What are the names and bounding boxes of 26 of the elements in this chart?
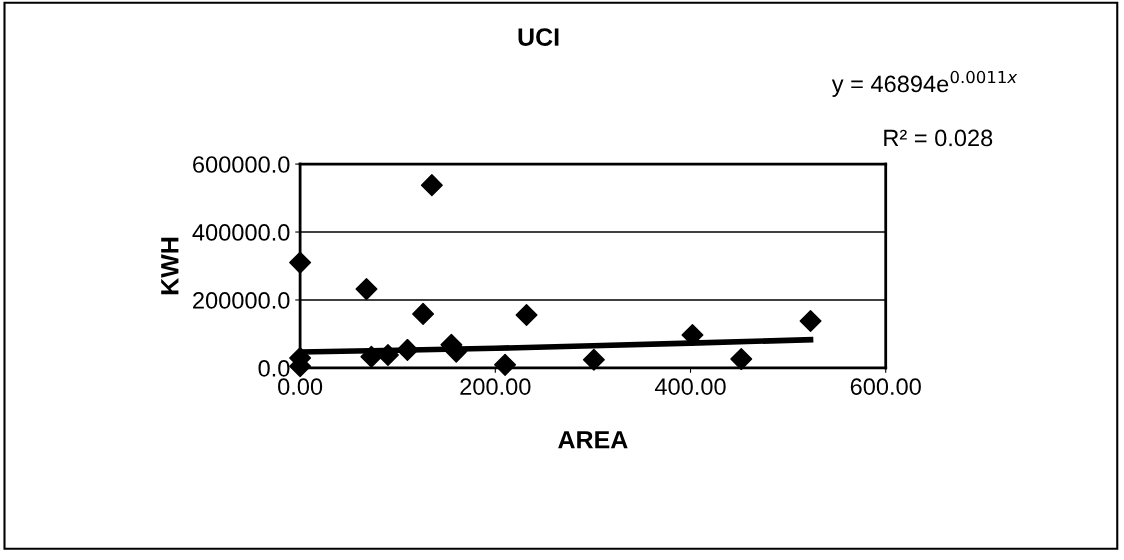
text: y = 46894e$^{0.0011x}$: [831, 70, 1018, 97]
y-tick-label: 200000.0: [193, 292, 290, 309]
x-tick-label: 400.00: [654, 378, 726, 395]
point: [412, 302, 435, 325]
y-tick-label: 600000.0: [193, 156, 290, 173]
point: [360, 345, 383, 368]
x-tick-label: 600.00: [850, 378, 921, 395]
x-tick-label: 200.00: [460, 378, 531, 395]
x-axis-title: AREA: [558, 431, 628, 449]
x-tick-label: 0.00: [278, 378, 323, 395]
y-tick-label: 0.0: [258, 359, 290, 377]
point: [396, 338, 419, 361]
chart-title: UCI: [518, 28, 559, 46]
point: [355, 278, 378, 301]
y-tick-label: 400000.0: [192, 224, 290, 241]
text: R² = 0.028: [884, 129, 993, 147]
point: [420, 174, 443, 197]
point: [681, 323, 704, 346]
point: [582, 348, 605, 371]
point: [289, 251, 312, 274]
y-axis-title: KWH: [161, 237, 179, 295]
point: [730, 348, 753, 371]
point: [494, 353, 517, 376]
point: [515, 303, 538, 326]
point: [376, 344, 399, 367]
point: [799, 310, 822, 333]
